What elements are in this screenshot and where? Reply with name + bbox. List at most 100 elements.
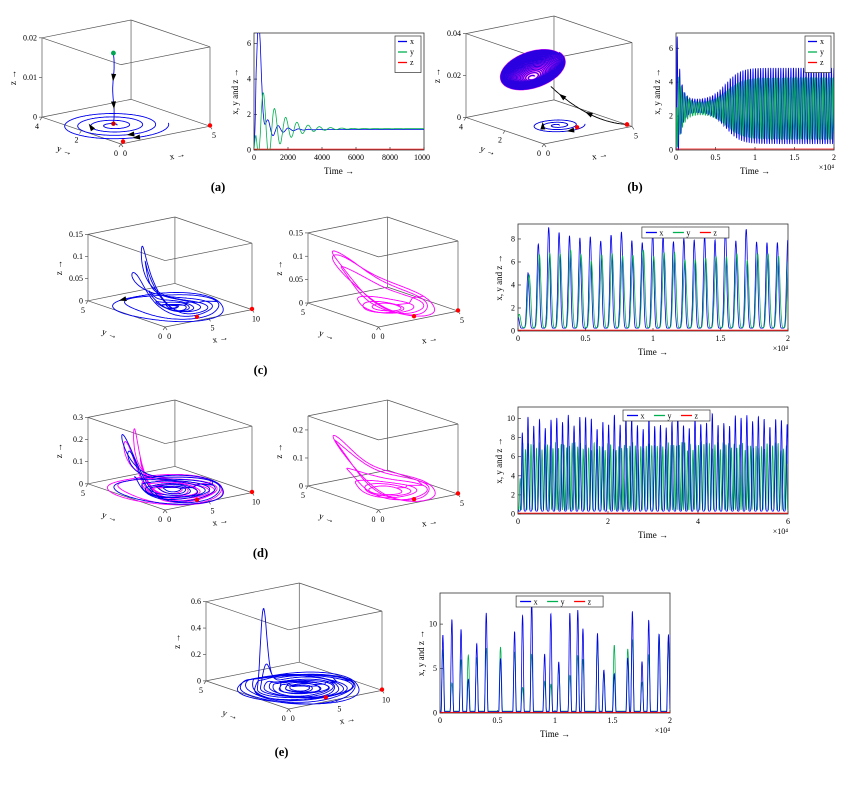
svg-text:0: 0 [371, 332, 375, 341]
series-group [676, 36, 834, 150]
axes-box [87, 216, 252, 328]
svg-text:0: 0 [516, 334, 520, 343]
trajectory [533, 119, 586, 133]
tick-labels: 0 2 4 6 0 2 4 6 8 10 [507, 414, 790, 526]
svg-text:2: 2 [247, 110, 251, 119]
svg-text:2: 2 [786, 334, 790, 343]
svg-text:2: 2 [511, 490, 515, 499]
group-d: 0 5 10 0 5 0 0.1 0.2 0.3 x → y → z → 0 5 0 5 0 0.1 0.2 x →… [52, 392, 470, 561]
legend-label-y: y [667, 411, 671, 420]
y-axis-label: x, y and z → [652, 68, 662, 114]
legend-box [622, 409, 710, 422]
svg-text:1.5: 1.5 [790, 153, 800, 162]
svg-text:5: 5 [634, 131, 638, 140]
svg-text:0: 0 [247, 146, 251, 155]
svg-text:6000: 6000 [348, 153, 364, 162]
svg-text:5: 5 [212, 131, 216, 140]
svg-text:2: 2 [606, 517, 610, 526]
y-axis-label: x, y and z → [230, 68, 240, 114]
z-axis-label: z → [274, 443, 284, 458]
series-y [439, 634, 670, 712]
z-axis-label: z → [274, 260, 284, 275]
trajectory [332, 434, 436, 502]
series-group [517, 227, 788, 331]
series-group [439, 600, 670, 713]
x-axis-label: x → [169, 149, 186, 162]
axes-box [307, 399, 458, 511]
series-group [254, 33, 424, 150]
panels-c: 0 5 10 0 5 0 0.05 0.1 0.15 x → y → z → 0 5 0 5 0 0.05 0.1… [52, 209, 470, 361]
plot-frame [253, 32, 425, 151]
legend-label-z: z [587, 597, 591, 606]
svg-text:0: 0 [290, 714, 294, 723]
legend-label-x: x [640, 411, 644, 420]
svg-text:2: 2 [832, 153, 836, 162]
direction-arrow [566, 127, 575, 133]
svg-text:0: 0 [457, 113, 461, 122]
svg-text:0: 0 [167, 515, 171, 524]
svg-text:2: 2 [74, 136, 78, 145]
caption-a: (a) [210, 180, 226, 194]
svg-text:4: 4 [511, 280, 515, 289]
legend-label-x: x [820, 37, 824, 46]
svg-text:0.3: 0.3 [73, 413, 83, 422]
direction-arrow [111, 73, 117, 82]
trajectory [331, 250, 435, 317]
axis-exponent: ×10⁴ [772, 527, 788, 536]
svg-text:0: 0 [281, 714, 285, 723]
legend-label-z: z [820, 58, 824, 67]
tick-labels: 0 0.5 1 1.5 2 0 2 4 6 [669, 44, 836, 162]
legend-label-x: x [410, 37, 414, 46]
y-axis-label: y → [100, 509, 118, 524]
z-axis-label: z → [54, 260, 64, 275]
svg-text:0.6: 0.6 [191, 597, 201, 606]
axes-box [307, 216, 458, 328]
svg-text:0.5: 0.5 [492, 716, 502, 725]
y-axis-label: y → [479, 143, 497, 158]
svg-text:1: 1 [753, 153, 757, 162]
series-y [254, 92, 424, 150]
equilibrium-marker [624, 122, 630, 127]
svg-text:8: 8 [511, 234, 515, 243]
direction-arrow [110, 101, 116, 109]
svg-text:0.02: 0.02 [447, 71, 461, 80]
svg-text:0: 0 [438, 716, 442, 725]
svg-text:0: 0 [546, 149, 550, 158]
direction-arrow [585, 111, 594, 118]
x-axis-label: Time → [740, 166, 770, 176]
svg-text:0.2: 0.2 [191, 650, 201, 659]
y-axis-label: y → [317, 328, 335, 343]
row-e: 0 5 10 0 5 0 0.2 0.4 0.6 x → y → z → (e) 0 0.5 1 1.5 2 0… [0, 575, 845, 760]
svg-text:5: 5 [301, 308, 305, 317]
svg-text:10: 10 [507, 414, 515, 423]
svg-text:5: 5 [199, 686, 203, 695]
equilibrium-marker [455, 491, 460, 496]
svg-text:0: 0 [197, 676, 201, 685]
svg-text:0: 0 [299, 482, 303, 491]
svg-text:4: 4 [35, 122, 39, 131]
svg-text:0: 0 [433, 709, 437, 718]
svg-text:0.04: 0.04 [447, 29, 461, 38]
legend-label-z: z [694, 411, 698, 420]
svg-text:4: 4 [511, 471, 515, 480]
legend-box [641, 226, 729, 239]
svg-text:0: 0 [669, 146, 673, 155]
equilibrium-marker [194, 314, 199, 319]
svg-text:0.05: 0.05 [69, 274, 83, 283]
time-series-b: 0 0.5 1 1.5 2 0 2 4 6 ×10⁴ Time → x, y and z → xyz [652, 32, 836, 176]
row-c: 0 5 10 0 5 0 0.05 0.1 0.15 x → y → z → 0 5 0 5 0 0.05 0.1… [0, 209, 845, 378]
svg-text:0: 0 [114, 149, 118, 158]
